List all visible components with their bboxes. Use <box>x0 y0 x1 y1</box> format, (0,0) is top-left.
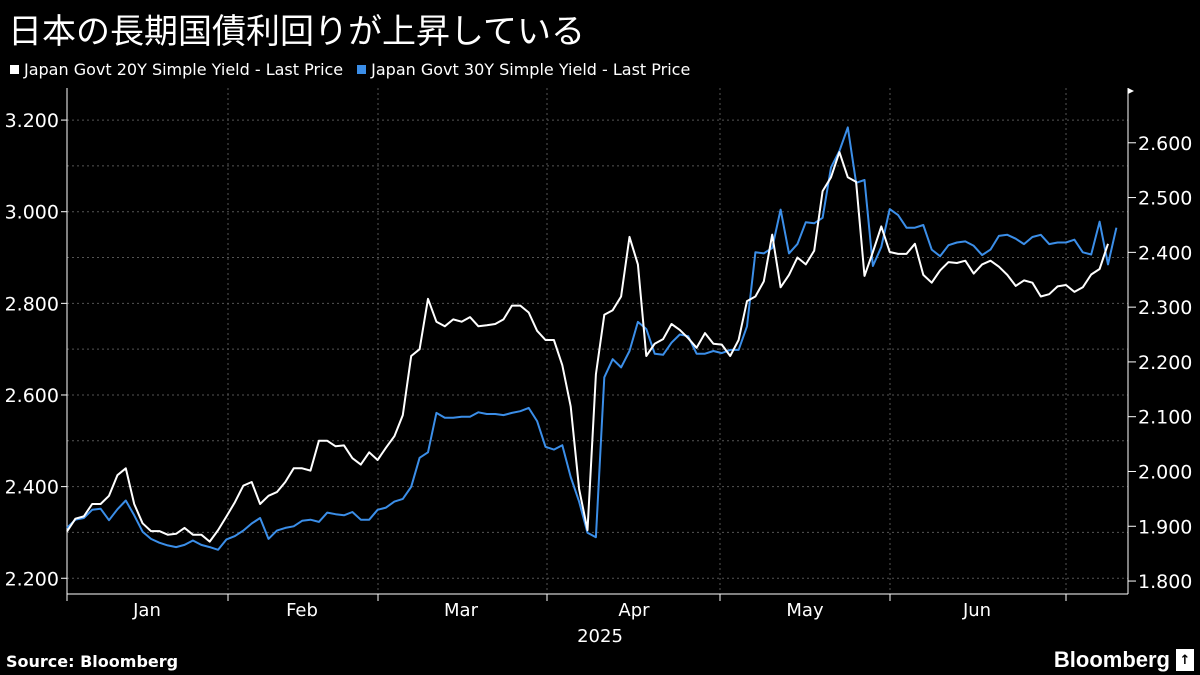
right-tick-label: 2.400 <box>1138 242 1192 264</box>
source-note: Source: Bloomberg <box>6 652 179 671</box>
right-tick-label: 2.600 <box>1138 133 1192 155</box>
right-axis-arrow <box>1128 88 1134 94</box>
series-lines <box>66 126 1118 551</box>
month-label: Jan <box>132 600 161 621</box>
brand-name: Bloomberg <box>1053 647 1170 672</box>
right-tick-label: 2.100 <box>1138 407 1192 429</box>
month-label: Apr <box>618 600 650 621</box>
chart-title: 日本の長期国債利回りが上昇している <box>8 12 585 52</box>
right-axis-ticks: 1.800 1.900 2.000 2.100 2.200 2.300 2.400 2.500… <box>1128 88 1192 593</box>
legend-label-30y: Japan Govt 30Y Simple Yield - Last Price <box>371 60 691 79</box>
legend-item-20y: Japan Govt 20Y Simple Yield - Last Price <box>10 60 343 79</box>
left-axis-ticks: 2.200 2.400 2.600 2.800 3.000 3.200 <box>5 110 67 590</box>
legend-swatch-30y <box>357 65 367 74</box>
right-tick-label: 2.000 <box>1138 461 1192 483</box>
x-axis-year-label: 2025 <box>577 626 623 647</box>
month-label: Mar <box>444 600 479 621</box>
right-tick-label: 2.200 <box>1138 352 1192 374</box>
month-label: Jun <box>962 600 991 621</box>
left-tick-label: 2.600 <box>5 385 59 407</box>
left-tick-label: 3.000 <box>5 202 59 224</box>
right-tick-label: 2.500 <box>1138 188 1192 210</box>
left-tick-label: 2.400 <box>5 477 59 499</box>
right-tick-label: 1.800 <box>1138 571 1192 593</box>
left-tick-label: 3.200 <box>5 110 59 132</box>
left-tick-label: 2.200 <box>5 568 59 590</box>
right-tick-label: 2.300 <box>1138 297 1192 319</box>
legend-item-30y: Japan Govt 30Y Simple Yield - Last Price <box>357 60 690 79</box>
month-label: Feb <box>286 600 318 621</box>
series-line-30y <box>66 126 1118 551</box>
left-tick-label: 2.800 <box>5 293 59 315</box>
brand-logo: Bloomberg ↑ <box>1054 647 1194 673</box>
series-line-20y <box>66 151 1109 543</box>
month-label: May <box>786 600 824 621</box>
legend-label-20y: Japan Govt 20Y Simple Yield - Last Price <box>24 60 344 79</box>
legend: Japan Govt 20Y Simple Yield - Last Price… <box>10 60 690 79</box>
right-tick-label: 1.900 <box>1138 516 1192 538</box>
x-axis-months: Jan Feb Mar Apr May Jun <box>132 600 991 621</box>
axes <box>66 88 1129 601</box>
legend-swatch-20y <box>10 65 19 74</box>
bloomberg-terminal-icon: ↑ <box>1176 649 1194 671</box>
